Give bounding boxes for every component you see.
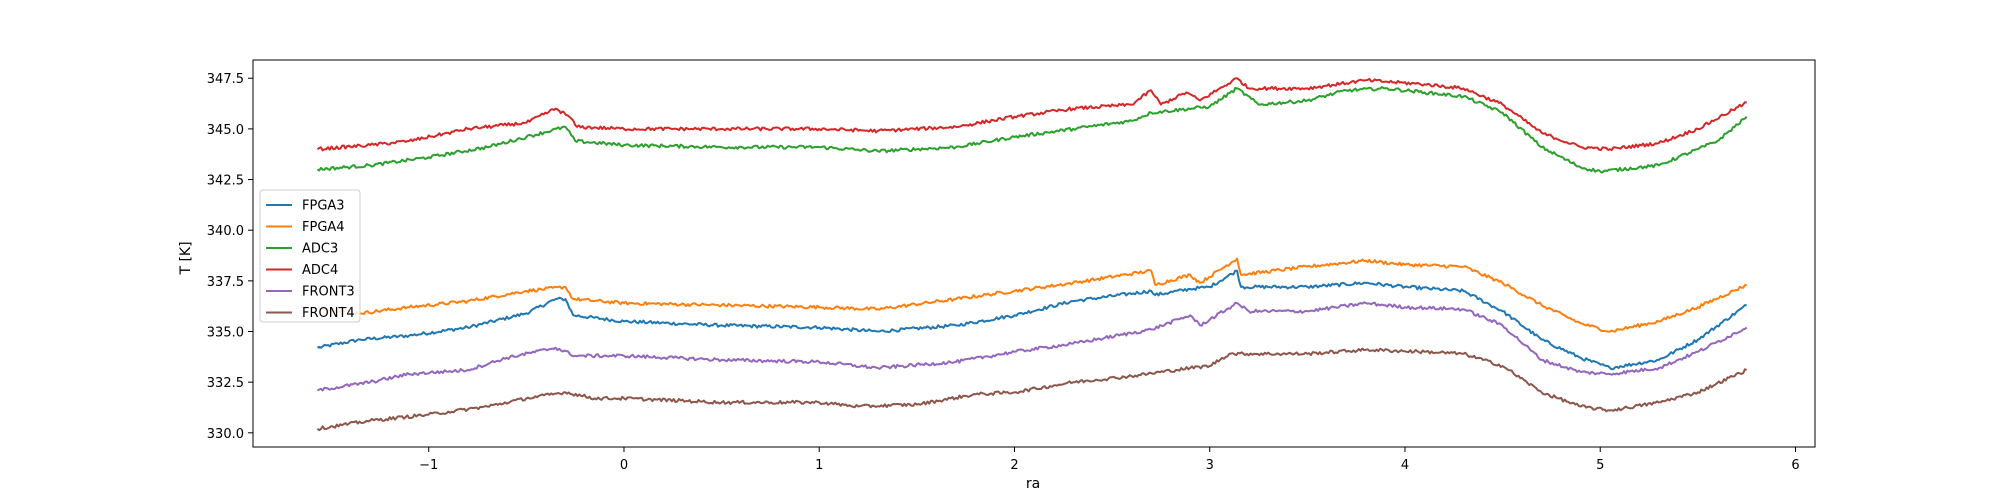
y-tick-label: 337.5 [207,275,244,290]
x-tick-label: 3 [1206,458,1214,473]
legend-label-front4: FRONT4 [302,306,355,321]
legend-box [259,189,361,323]
x-tick-label: 0 [620,458,628,473]
plot-area [316,77,1748,432]
legend-label-adc3: ADC3 [302,242,338,257]
series-line-front4 [316,347,1748,432]
legend: FPGA3 FPGA4 ADC3 ADC4 FRONT3 FRONT4 [259,189,361,323]
axes: −1 0 1 2 3 4 5 6 330.0 332.5 335.0 337.5 340.0 342.5 3… [207,59,1816,473]
series-line-adc4 [316,77,1747,152]
y-tick-label: 335.0 [207,326,244,341]
x-tick-label: 4 [1401,458,1409,473]
legend-label-adc4: ADC4 [302,263,338,278]
series-line-fpga4 [317,257,1747,333]
series-line-adc3 [316,86,1748,174]
legend-label-fpga3: FPGA3 [302,199,345,214]
x-tick-label: 2 [1010,458,1018,473]
y-tick-label: 330.0 [207,427,244,442]
legend-label-fpga4: FPGA4 [302,220,345,235]
y-tick-label: 347.5 [207,72,244,87]
x-tick-label: −1 [419,458,438,473]
x-tick-label: 6 [1791,458,1799,473]
legend-label-front3: FRONT3 [302,285,355,300]
x-axis-label: ra [1026,476,1040,492]
axes-frame [252,59,1816,448]
series-line-front3 [317,301,1748,392]
y-tick-label: 332.5 [207,376,244,391]
y-tick-label: 340.0 [207,224,244,239]
x-tick-label: 1 [815,458,823,473]
y-tick-label: 345.0 [207,123,244,138]
y-tick-label: 342.5 [207,174,244,189]
y-axis-label: T [K] [178,241,194,275]
x-tick-label: 5 [1596,458,1604,473]
series-line-fpga3 [316,269,1747,371]
